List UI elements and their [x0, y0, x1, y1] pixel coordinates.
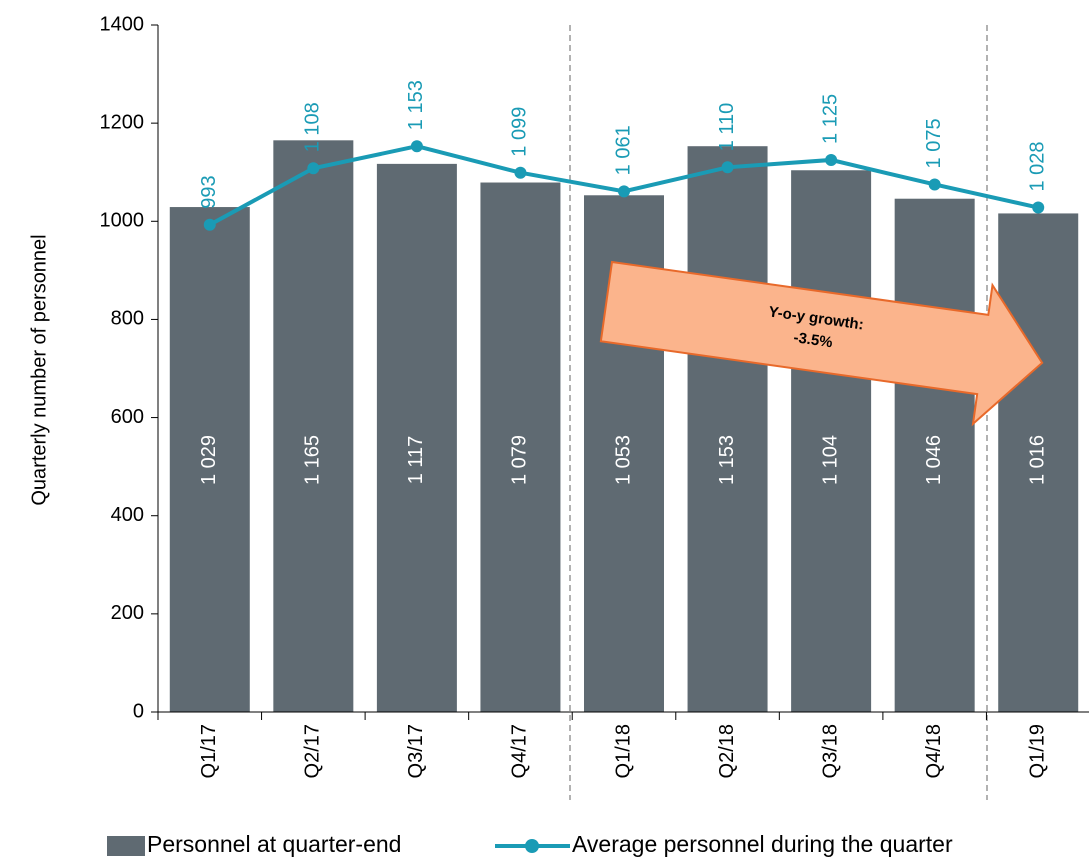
bar: [169, 207, 250, 712]
line-value-label: 1 099: [509, 107, 531, 157]
bar-value-label: 1 029: [198, 435, 220, 485]
line-point: [514, 166, 527, 179]
bar: [376, 163, 457, 713]
line-point: [721, 161, 734, 174]
y-tick-label: 200: [111, 602, 144, 624]
y-tick-label: 400: [111, 504, 144, 526]
line-value-label: 1 108: [302, 102, 324, 152]
y-tick-label: 600: [111, 406, 144, 428]
bar: [894, 198, 975, 712]
x-tick-label: Q3/18: [819, 724, 841, 778]
x-tick-label: Q4/17: [509, 724, 531, 778]
line-point: [410, 140, 423, 153]
line-value-label: 1 061: [612, 125, 634, 175]
annotation-arrow: [599, 260, 1044, 427]
bar-value-label: 1 053: [612, 435, 634, 485]
y-tick-label: 0: [133, 700, 144, 722]
bar-value-label: 1 153: [716, 435, 738, 485]
y-tick-label: 1000: [100, 210, 145, 232]
line-value-label: 1 028: [1027, 141, 1049, 191]
bar: [998, 213, 1079, 713]
y-tick-label: 1200: [100, 111, 145, 133]
x-tick-label: Q1/19: [1027, 724, 1049, 778]
y-tick-label: 800: [111, 308, 144, 330]
legend-label: Average personnel during the quarter: [572, 831, 953, 857]
bar-value-label: 1 046: [923, 435, 945, 485]
line-value-label: 993: [198, 175, 220, 208]
line-value-label: 1 153: [405, 80, 427, 130]
bar-value-label: 1 016: [1027, 435, 1049, 485]
bar: [273, 140, 354, 712]
line-point: [618, 185, 630, 198]
x-tick-label: Q3/17: [405, 724, 427, 778]
line-value-label: 1 110: [716, 103, 738, 152]
line-point: [203, 218, 216, 231]
legend-label: Personnel at quarter-end: [147, 831, 401, 857]
bar: [480, 182, 561, 712]
bar: [791, 170, 872, 712]
y-tick-label: 1400: [100, 13, 145, 35]
annotation-text: -3.5%: [792, 329, 833, 351]
bar-value-label: 1 165: [302, 435, 324, 485]
bar: [687, 146, 768, 712]
x-tick-label: Q1/17: [198, 724, 220, 778]
line-point: [928, 178, 941, 191]
bar-value-label: 1 079: [509, 435, 531, 485]
x-tick-label: Q2/18: [716, 724, 738, 778]
bar-value-label: 1 117: [405, 436, 427, 485]
line-value-label: 1 125: [819, 94, 841, 144]
legend-swatch: [525, 839, 539, 853]
bar-value-label: 1 104: [819, 435, 841, 485]
x-tick-label: Q2/17: [302, 724, 324, 778]
x-tick-label: Q4/18: [923, 724, 945, 778]
line-point: [307, 162, 320, 175]
line-value-label: 1 075: [923, 118, 945, 168]
line-point: [1032, 201, 1045, 214]
annotation: Y-o-y growth:-3.5%: [599, 260, 1044, 427]
x-tick-label: Q1/18: [612, 724, 634, 778]
legend-swatch: [107, 836, 145, 856]
line-point: [825, 153, 838, 166]
y-axis-label: Quarterly number of personnel: [28, 234, 50, 505]
